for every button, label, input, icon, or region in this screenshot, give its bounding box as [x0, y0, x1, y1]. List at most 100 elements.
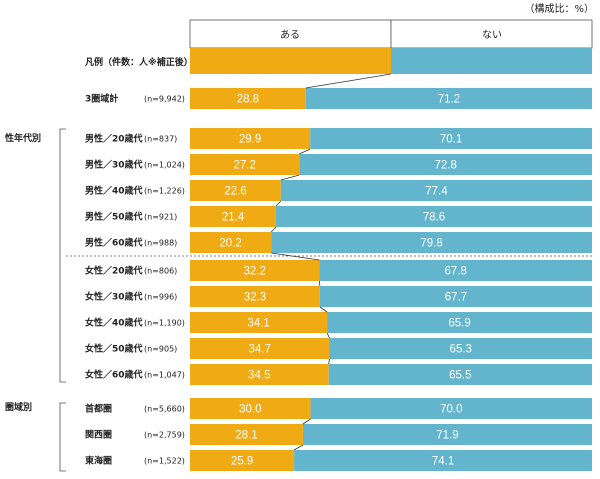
sample-size-7: (n=996): [144, 293, 177, 302]
category-label-6: 女性／20歳代: [85, 265, 143, 277]
data-label-aru-9: 34.7: [249, 344, 271, 356]
data-label-aru-2: 27.2: [233, 160, 255, 172]
data-label-nai-2: 72.8: [434, 160, 456, 172]
bar-nai-11: [310, 398, 592, 419]
data-label-aru-5: 20.2: [219, 238, 241, 250]
bar-nai-7: [319, 286, 592, 307]
bar-nai-8: [327, 312, 592, 333]
data-label-aru-12: 28.1: [235, 430, 257, 442]
group-label-11: 圏域別: [5, 401, 32, 413]
sample-size-11: (n=5,660): [144, 405, 185, 414]
connector-line-2: [280, 174, 300, 181]
connector-line-3: [275, 200, 282, 207]
data-label-nai-3: 77.4: [425, 186, 448, 198]
connector-line-9: [328, 358, 330, 365]
data-label-nai-0: 71.2: [438, 94, 460, 106]
bar-aru-4: [190, 206, 277, 227]
data-label-nai-12: 71.9: [436, 430, 458, 442]
category-label-1: 男性／20歳代: [85, 133, 143, 145]
bracket-region: [59, 402, 66, 472]
sample-size-12: (n=2,759): [144, 431, 185, 440]
data-label-aru-6: 32.2: [244, 266, 266, 278]
data-label-aru-0: 28.8: [237, 94, 259, 106]
connector-line-1: [299, 148, 311, 155]
data-label-aru-10: 34.5: [248, 370, 270, 382]
connector-line-legend: [305, 73, 392, 89]
bar-aru-0: [190, 88, 306, 109]
data-label-aru-7: 32.3: [244, 292, 266, 304]
bar-aru-6: [190, 260, 320, 281]
connector-line-12: [293, 444, 304, 451]
bar-aru-10: [190, 364, 329, 385]
bar-nai-2: [299, 154, 592, 175]
sample-size-2: (n=1,024): [144, 161, 185, 170]
category-label-13: 東海圏: [85, 455, 112, 467]
category-label-9: 女性／50歳代: [85, 343, 143, 355]
category-label-5: 男性／60歳代: [85, 237, 143, 249]
header-nai-label: ない: [482, 29, 502, 41]
bar-nai-9: [329, 338, 592, 359]
bar-nai-3: [280, 180, 592, 201]
category-label-4: 男性／50歳代: [85, 211, 143, 223]
header-aru-box: [189, 19, 392, 49]
data-label-aru-3: 22.6: [224, 186, 246, 198]
category-label-12: 関西圏: [85, 430, 112, 441]
bar-aru-11: [190, 398, 311, 419]
data-label-nai-4: 78.6: [423, 212, 445, 224]
bar-nai-12: [302, 424, 592, 445]
sample-size-1: (n=837): [144, 135, 177, 144]
bar-aru-3: [190, 180, 281, 201]
sample-size-6: (n=806): [144, 267, 177, 276]
bar-aru-12: [190, 424, 303, 445]
bar-nai-6: [319, 260, 592, 281]
data-label-aru-4: 21.4: [222, 212, 245, 224]
sample-size-4: (n=921): [144, 213, 177, 222]
bar-nai-5: [271, 232, 592, 253]
data-label-nai-9: 65.3: [450, 344, 472, 356]
legend-nai-bar: [391, 48, 592, 74]
bar-aru-13: [190, 450, 295, 471]
unit-note: （構成比：%）: [524, 2, 594, 15]
bar-aru-2: [190, 154, 300, 175]
bar-nai-13: [294, 450, 592, 471]
data-label-aru-13: 25.9: [231, 456, 253, 468]
data-label-nai-8: 65.9: [448, 318, 470, 330]
connector-line-4: [270, 226, 277, 233]
data-label-nai-10: 65.5: [449, 370, 471, 382]
data-label-nai-11: 70.0: [440, 404, 462, 416]
header-aru-label: ある: [280, 29, 300, 41]
legend-aru-bar: [190, 48, 391, 74]
category-label-2: 男性／30歳代: [85, 159, 143, 171]
category-label-8: 女性／40歳代: [85, 317, 143, 329]
header-nai-box: [390, 19, 593, 49]
bar-aru-8: [190, 312, 328, 333]
category-label-7: 女性／30歳代: [85, 291, 143, 303]
bar-aru-5: [190, 232, 272, 253]
data-label-nai-13: 74.1: [432, 456, 454, 468]
data-label-aru-8: 34.1: [247, 318, 269, 330]
bar-nai-0: [305, 88, 592, 109]
sample-size-9: (n=905): [144, 345, 177, 354]
data-label-nai-1: 70.1: [440, 134, 462, 146]
category-label-11: 首都圏: [85, 403, 112, 415]
bar-nai-4: [276, 206, 592, 227]
group-label-1: 性年代別: [5, 132, 41, 144]
sample-size-3: (n=1,226): [144, 187, 185, 196]
data-label-nai-6: 67.8: [445, 266, 467, 278]
sample-size-5: (n=988): [144, 239, 177, 248]
data-label-aru-1: 29.9: [239, 134, 261, 146]
legend-row-label: 凡例（件数：人※補正後）: [84, 56, 193, 68]
sample-size-0: (n=9,942): [144, 95, 185, 104]
connector-line-11: [302, 418, 311, 425]
bar-nai-10: [328, 364, 592, 385]
sample-size-8: (n=1,190): [144, 319, 185, 328]
data-label-nai-5: 79.8: [420, 238, 442, 250]
bar-nai-1: [310, 128, 592, 149]
bar-aru-1: [190, 128, 311, 149]
category-label-3: 男性／40歳代: [85, 185, 143, 197]
connector-line-8: [326, 332, 330, 339]
bar-aru-9: [190, 338, 330, 359]
bracket-sex-age: [59, 128, 66, 383]
category-label-0: 3圏域計: [85, 93, 118, 105]
